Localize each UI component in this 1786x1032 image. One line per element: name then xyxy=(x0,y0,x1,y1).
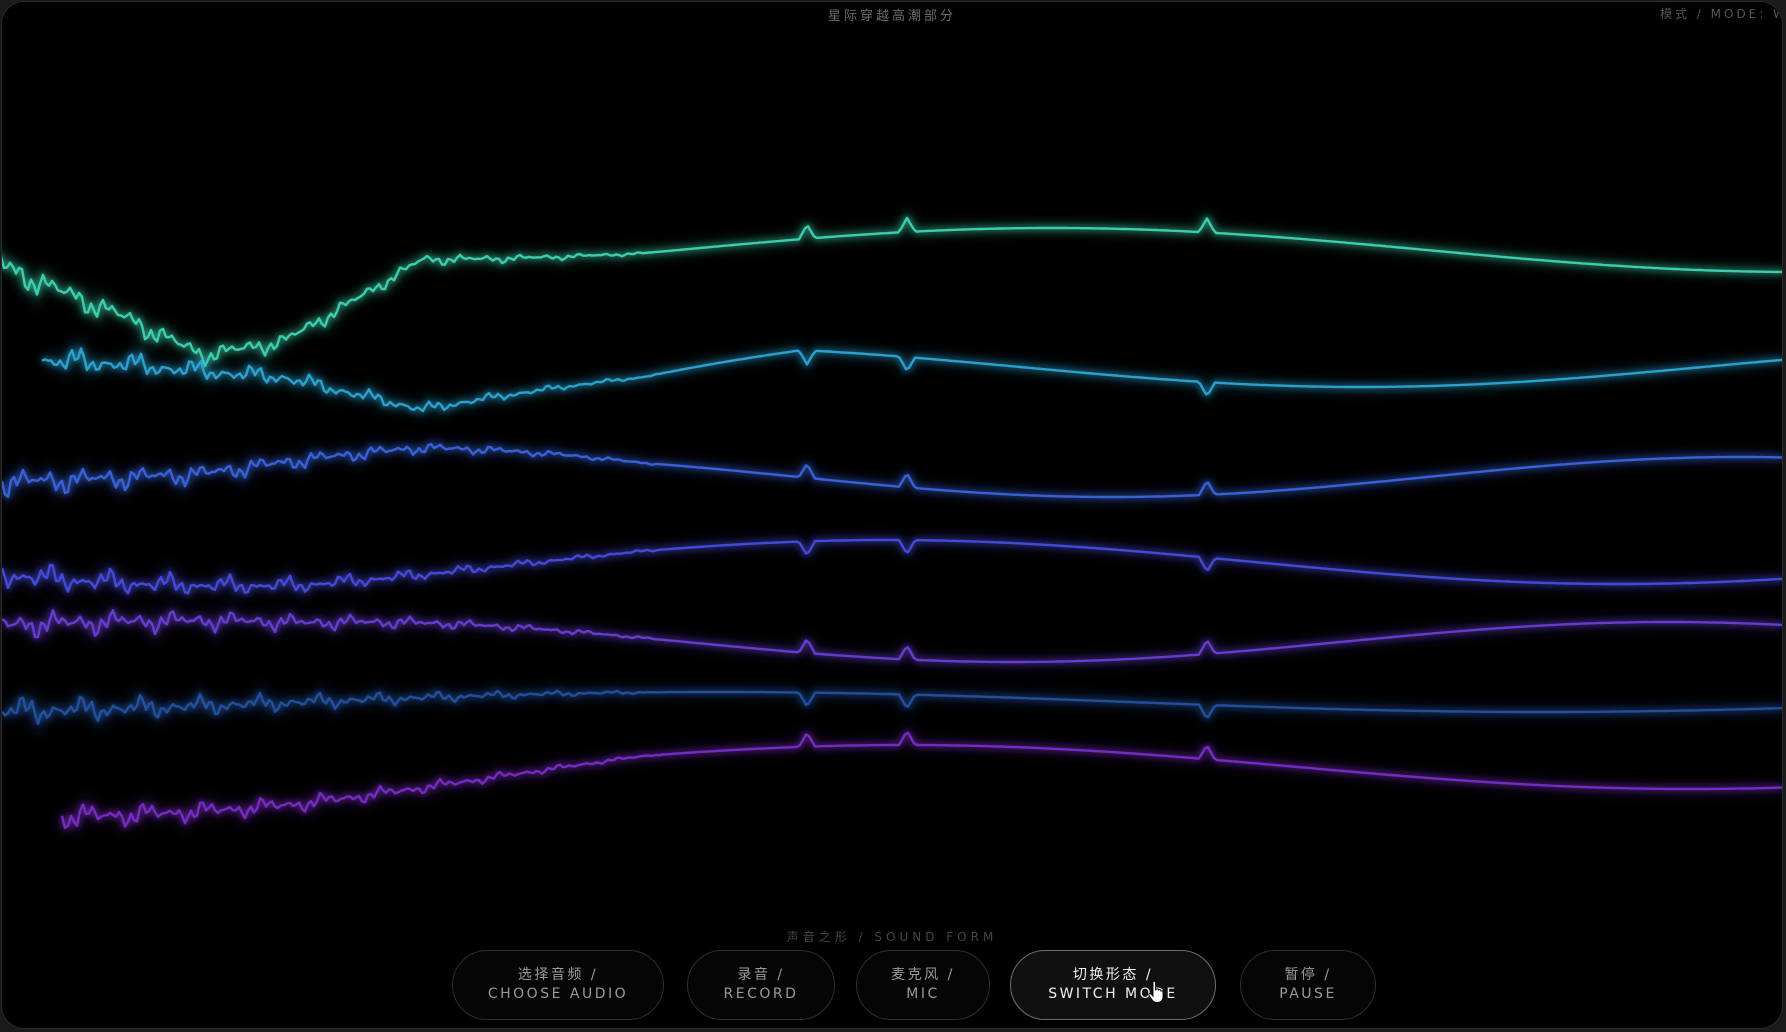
button-label-zh: 麦克风 / xyxy=(891,967,955,983)
waveform-line-glow xyxy=(2,438,1782,506)
waveform-line-glow xyxy=(2,596,1782,667)
hand-pointer-icon xyxy=(1148,981,1164,1003)
button-label-en: PAUSE xyxy=(1279,986,1337,1002)
waveform-line xyxy=(41,347,1782,413)
waveform-line xyxy=(60,731,1782,829)
waveform-line xyxy=(2,216,1782,368)
waveform-line xyxy=(2,689,1782,725)
waveform-line xyxy=(2,538,1782,595)
button-label-en: SWITCH MODE xyxy=(1048,986,1178,1002)
control-bar: 选择音频 / CHOOSE AUDIO 录音 / RECORD 麦克风 / MI… xyxy=(2,950,1782,1022)
mic-button[interactable]: 麦克风 / MIC xyxy=(856,950,990,1020)
choose-audio-button[interactable]: 选择音频 / CHOOSE AUDIO xyxy=(452,950,664,1020)
waveform-line xyxy=(2,609,1782,664)
waveform-line-glow xyxy=(57,726,1782,838)
switch-mode-button[interactable]: 切换形态 / SWITCH MODE xyxy=(1010,950,1216,1020)
button-label-zh: 切换形态 / xyxy=(1072,967,1154,983)
waveform-line-glow xyxy=(2,208,1782,379)
button-label-zh: 录音 / xyxy=(737,967,785,983)
button-label-en: CHOOSE AUDIO xyxy=(487,986,629,1002)
button-label-zh: 暂停 / xyxy=(1284,967,1332,983)
waveform-line-glow xyxy=(40,333,1782,418)
mode-label: 模式 / MODE: W xyxy=(1659,7,1782,21)
brand-label: 声音之形 / SOUND FORM xyxy=(786,930,998,944)
track-title: 星际穿越高潮部分 xyxy=(827,9,956,24)
button-label-zh: 选择音频 / xyxy=(517,967,599,983)
waveform-line-glow xyxy=(2,681,1782,739)
record-button[interactable]: 录音 / RECORD xyxy=(687,950,835,1020)
button-label-en: RECORD xyxy=(723,986,799,1002)
waveform-line xyxy=(2,442,1782,499)
pause-button[interactable]: 暂停 / PAUSE xyxy=(1240,950,1376,1020)
button-label-en: MIC xyxy=(906,986,940,1002)
